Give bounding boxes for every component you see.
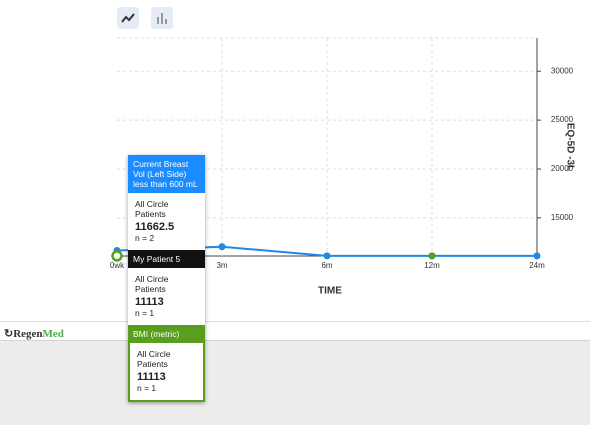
- data-point: [111, 250, 123, 262]
- data-point: [428, 252, 436, 260]
- footer: ↻RegenMed: [0, 321, 590, 341]
- x-tick-label: 0wk: [110, 261, 125, 270]
- tooltip-body: All Circle Patients 11113 n = 1: [128, 268, 205, 325]
- y-tick-label: 20000: [551, 164, 574, 173]
- tooltip-header: Current Breast Vol (Left Side) less than…: [128, 155, 205, 193]
- data-point: [533, 252, 541, 260]
- data-point: [323, 252, 331, 260]
- y-axis-label: EQ-5D -3L: [564, 123, 575, 171]
- chart: TIME EQ-5D -3L 15000 20000 25000 30000 0wk 3m…: [110, 37, 575, 297]
- tooltip-label: All Circle Patients: [135, 199, 169, 219]
- tooltip-header: My Patient 5: [128, 250, 205, 268]
- bar-chart-button[interactable]: [151, 7, 173, 29]
- tooltip: Current Breast Vol (Left Side) less than…: [128, 155, 205, 402]
- tooltip-count: n = 2: [135, 233, 155, 243]
- tooltip-body: All Circle Patients 11113 n = 1: [128, 343, 205, 402]
- tooltip-label: All Circle Patients: [137, 349, 171, 369]
- y-tick-label: 15000: [551, 213, 574, 222]
- tooltip-count: n = 1: [135, 308, 155, 318]
- tooltip-value: 11113: [137, 371, 166, 383]
- x-tick-label: 3m: [216, 261, 227, 270]
- line-icon: [121, 13, 135, 23]
- x-tick-label: 12m: [424, 261, 440, 270]
- tooltip-value: 11662.5: [135, 221, 175, 233]
- tooltip-header: BMI (metric): [128, 325, 205, 343]
- tooltip-value: 11113: [135, 296, 164, 308]
- x-axis-label: TIME: [318, 286, 342, 297]
- brand[interactable]: ↻RegenMed: [4, 328, 64, 340]
- tooltip-label: All Circle Patients: [135, 274, 169, 294]
- footer-background: [0, 340, 590, 425]
- y-tick-label: 25000: [551, 115, 574, 124]
- tooltip-body: All Circle Patients 11662.5 n = 2: [128, 193, 205, 250]
- data-point: [218, 243, 226, 251]
- line-chart-button[interactable]: [117, 7, 139, 29]
- x-tick-label: 6m: [321, 261, 332, 270]
- brand-part: Med: [42, 328, 64, 340]
- brand-part: Regen: [13, 328, 43, 340]
- x-tick-label: 24m: [529, 261, 545, 270]
- bar-icon: [157, 13, 167, 24]
- y-tick-label: 30000: [551, 66, 574, 75]
- tooltip-count: n = 1: [137, 383, 157, 393]
